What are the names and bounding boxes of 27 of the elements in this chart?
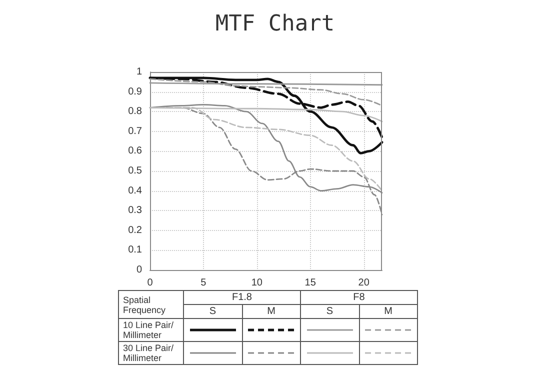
x-tick-label: 0 <box>147 278 154 288</box>
line-series <box>149 78 383 106</box>
chart-title: MTF Chart <box>215 12 335 36</box>
y-tick-label: 0.1 <box>128 244 142 256</box>
y-tick-label: 0.5 <box>128 166 142 176</box>
y-tick-label: 0 <box>136 264 142 276</box>
text: 10 Line Pair/ Millimeter <box>118 318 184 342</box>
y-tick-label: 0.3 <box>128 205 142 216</box>
y-tick-label: 0.8 <box>128 106 142 118</box>
text: Spatial Frequency <box>118 290 184 318</box>
x-tick-label: 10 <box>251 278 263 288</box>
text: M <box>242 304 300 318</box>
y-tick-label: 0.6 <box>128 146 142 157</box>
text: M <box>359 304 418 318</box>
y-tick-label: 1 <box>136 66 142 78</box>
y-tick-label: 0.2 <box>128 224 142 236</box>
y-tick-label: 0.7 <box>128 126 142 137</box>
y-tick-label: 0.9 <box>128 86 142 98</box>
x-tick-label: 20 <box>358 278 370 288</box>
text: 30 Line Pair/ Millimeter <box>118 342 184 364</box>
y-tick-label: 0.4 <box>128 185 142 196</box>
x-tick-label: 5 <box>200 278 207 288</box>
text: S <box>300 304 359 318</box>
text: F8 <box>300 290 418 304</box>
text: S <box>184 304 242 318</box>
x-tick-label: 15 <box>304 278 316 288</box>
text: F1.8 <box>184 290 300 304</box>
